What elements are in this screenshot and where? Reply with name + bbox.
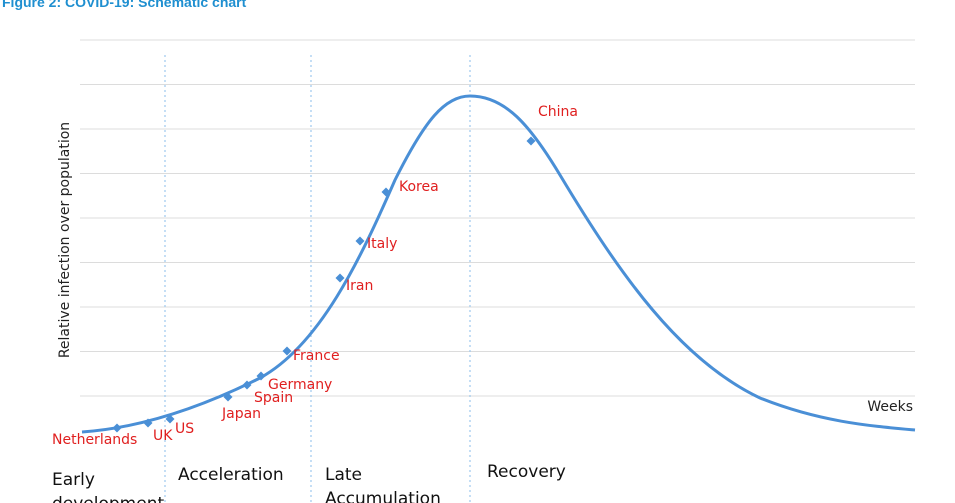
country-label: China <box>538 104 578 120</box>
country-label: Netherlands <box>52 432 137 448</box>
country-marker <box>256 371 266 381</box>
y-axis-label: Relative infection over population <box>57 122 73 358</box>
country-marker <box>335 273 345 283</box>
country-marker <box>165 414 175 424</box>
country-label: Spain <box>254 390 293 406</box>
country-marker <box>112 423 122 433</box>
infection-curve <box>81 94 916 434</box>
country-marker <box>526 136 536 146</box>
figure-title: Figure 2: COVID-19: Schematic chart <box>2 0 247 10</box>
country-marker <box>143 418 153 428</box>
phase-labels: Earlydevelopment Acceleration LateAccumula… <box>52 462 566 503</box>
country-markers <box>112 136 536 433</box>
phase-label: Earlydevelopment <box>52 470 164 503</box>
phase-dividers <box>164 55 471 503</box>
country-marker <box>355 236 365 246</box>
phase-label: Recovery <box>487 462 566 482</box>
country-label: Korea <box>399 179 439 195</box>
country-label: Japan <box>221 406 261 422</box>
country-label: Germany <box>268 377 332 393</box>
country-label: Italy <box>367 236 397 252</box>
phase-label: Late Accumulation <box>325 465 441 503</box>
country-label: France <box>293 348 340 364</box>
country-label: UK <box>153 428 173 444</box>
grid-lines <box>80 39 915 397</box>
country-marker <box>242 380 252 390</box>
x-axis-label: Weeks <box>867 399 913 415</box>
phase-label: Acceleration <box>178 465 284 485</box>
country-marker <box>223 392 233 402</box>
country-marker <box>381 187 391 197</box>
country-label: Iran <box>346 278 373 294</box>
country-label: US <box>175 421 194 437</box>
country-marker <box>282 346 292 356</box>
